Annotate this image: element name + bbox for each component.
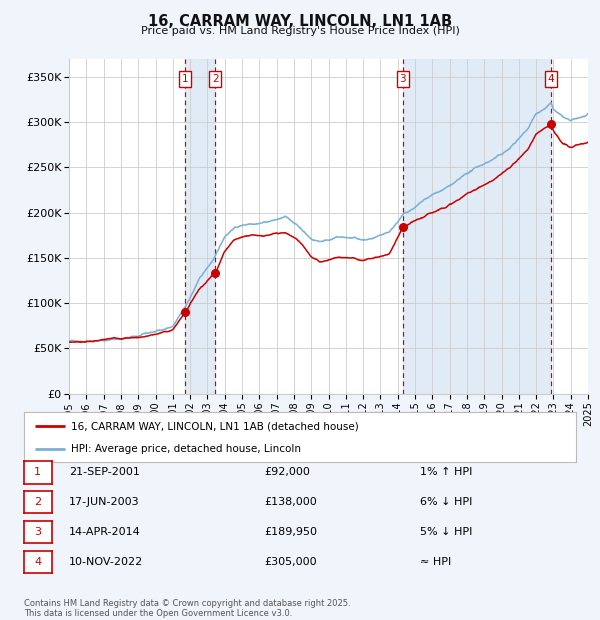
Text: £305,000: £305,000 [264,557,317,567]
Text: 6% ↓ HPI: 6% ↓ HPI [420,497,472,507]
Text: Price paid vs. HM Land Registry's House Price Index (HPI): Price paid vs. HM Land Registry's House … [140,26,460,36]
Text: 16, CARRAM WAY, LINCOLN, LN1 1AB (detached house): 16, CARRAM WAY, LINCOLN, LN1 1AB (detach… [71,421,359,431]
Text: 17-JUN-2003: 17-JUN-2003 [69,497,140,507]
Text: 4: 4 [34,557,41,567]
Text: 2: 2 [34,497,41,507]
Text: 1: 1 [182,74,188,84]
Text: 1: 1 [34,467,41,477]
Text: 4: 4 [548,74,554,84]
Text: ≈ HPI: ≈ HPI [420,557,451,567]
Bar [403,59,551,394]
Text: £189,950: £189,950 [264,527,317,537]
Text: 14-APR-2014: 14-APR-2014 [69,527,141,537]
Text: 3: 3 [400,74,406,84]
Text: £92,000: £92,000 [264,467,310,477]
Bar [185,59,215,394]
Text: 2: 2 [212,74,218,84]
Text: 16, CARRAM WAY, LINCOLN, LN1 1AB: 16, CARRAM WAY, LINCOLN, LN1 1AB [148,14,452,29]
Text: 21-SEP-2001: 21-SEP-2001 [69,467,140,477]
Text: 1% ↑ HPI: 1% ↑ HPI [420,467,472,477]
Text: Contains HM Land Registry data © Crown copyright and database right 2025.
This d: Contains HM Land Registry data © Crown c… [24,599,350,618]
Text: 5% ↓ HPI: 5% ↓ HPI [420,527,472,537]
Text: £138,000: £138,000 [264,497,317,507]
Text: 10-NOV-2022: 10-NOV-2022 [69,557,143,567]
Text: 3: 3 [34,527,41,537]
Text: HPI: Average price, detached house, Lincoln: HPI: Average price, detached house, Linc… [71,444,301,454]
